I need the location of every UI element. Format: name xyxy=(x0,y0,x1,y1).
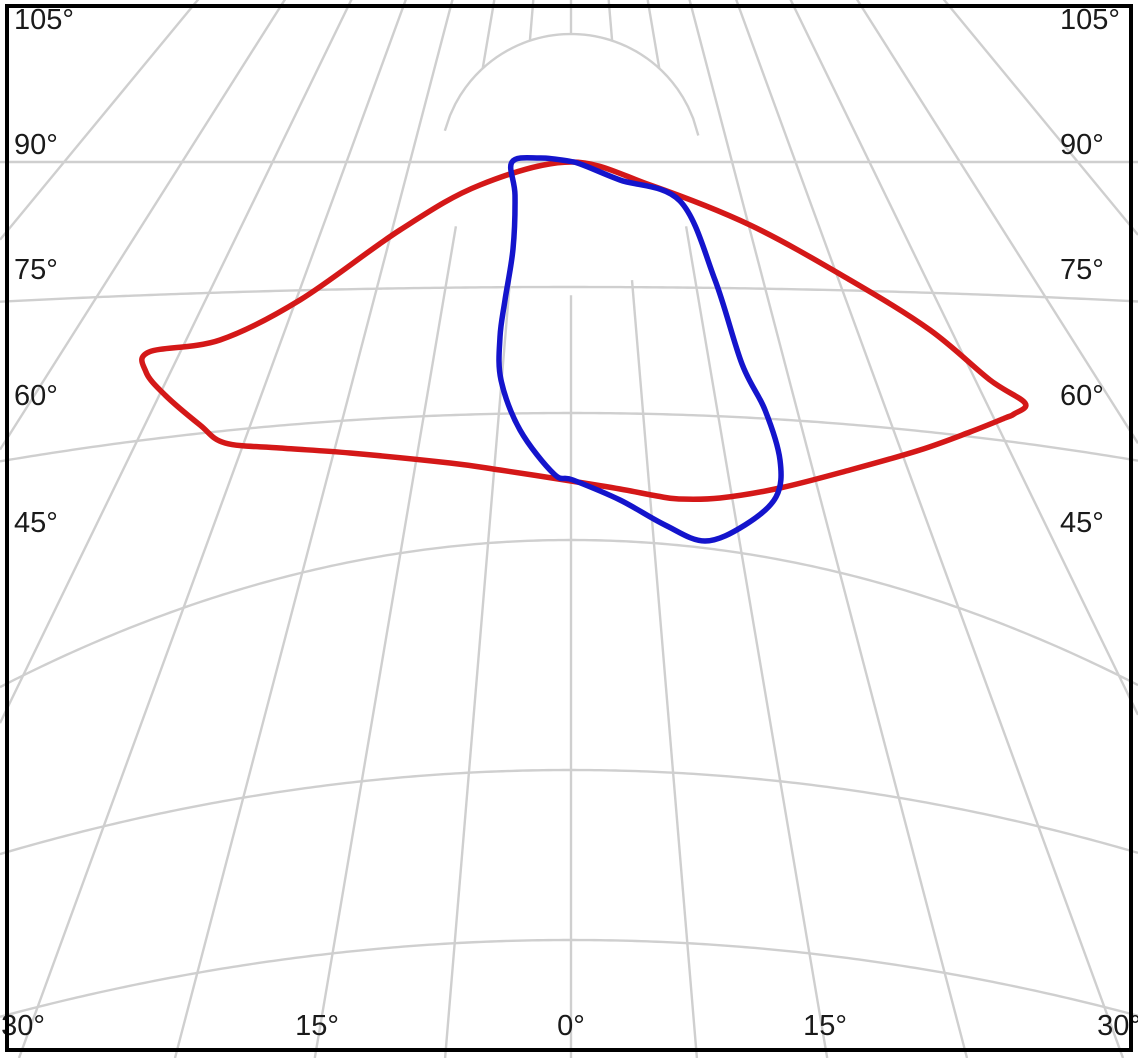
svg-text:105°: 105° xyxy=(1060,4,1120,36)
svg-text:105°: 105° xyxy=(14,4,74,36)
svg-text:60°: 60° xyxy=(1060,380,1104,412)
svg-text:75°: 75° xyxy=(1060,254,1104,286)
svg-text:60°: 60° xyxy=(14,380,58,412)
svg-text:90°: 90° xyxy=(1060,129,1104,161)
svg-text:0°: 0° xyxy=(557,1010,585,1042)
svg-text:90°: 90° xyxy=(14,129,58,161)
svg-text:75°: 75° xyxy=(14,254,58,286)
svg-text:45°: 45° xyxy=(14,507,58,539)
svg-text:15°: 15° xyxy=(803,1010,847,1042)
svg-text:45°: 45° xyxy=(1060,507,1104,539)
svg-text:15°: 15° xyxy=(295,1010,339,1042)
